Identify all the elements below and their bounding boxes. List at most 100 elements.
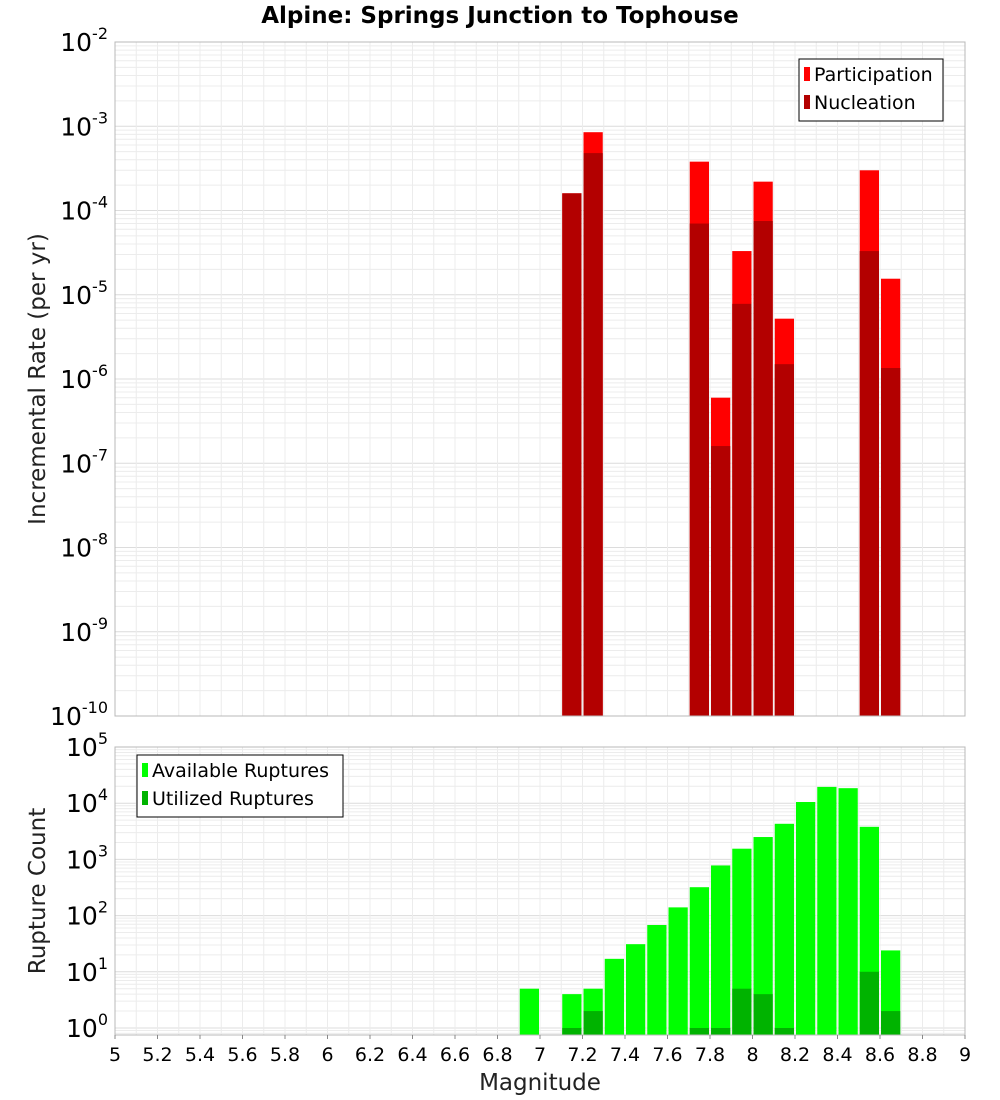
legend-label: Participation [814,64,933,86]
x-tick-label: 6.2 [355,1044,385,1066]
x-tick-label: 5.6 [227,1044,257,1066]
legend-label: Utilized Ruptures [152,788,314,810]
y-tick-exponent: -4 [92,193,108,212]
bar-available-ruptures [753,837,773,1035]
chart-title: Alpine: Springs Junction to Tophouse [261,3,739,29]
y-tick-exponent: -7 [92,445,108,464]
x-axis-title: Magnitude [479,1070,601,1096]
y-tick-base: 10 [66,1014,98,1043]
legend-swatch [142,791,148,805]
y-tick-exponent: 4 [98,785,108,804]
y-tick-label: 10-2 [60,24,108,57]
bar-available-ruptures [668,907,688,1035]
bar-available-ruptures [626,944,646,1035]
legend-swatch [804,67,810,81]
bar-available-ruptures [689,887,709,1035]
bar-nucleation [753,221,773,716]
legend-swatch [804,95,810,109]
x-tick-label: 5.2 [142,1044,172,1066]
y-tick-label: 100 [66,1010,108,1043]
y-tick-label: 103 [66,841,108,874]
y-tick-exponent: 5 [98,729,108,748]
y-tick-base: 10 [60,365,92,394]
y-axis-title: Rupture Count [25,808,51,974]
bar-available-ruptures [519,988,539,1035]
x-tick-label: 8.6 [865,1044,895,1066]
y-tick-base: 10 [60,112,92,141]
y-tick-label: 10-5 [60,277,108,310]
y-tick-base: 10 [60,618,92,647]
x-tick-label: 7.2 [567,1044,597,1066]
y-tick-exponent: -2 [92,24,108,43]
y-tick-label: 10-8 [60,530,108,563]
bar-nucleation [689,223,709,717]
y-tick-base: 10 [66,902,98,931]
y-tick-label: 104 [66,785,108,818]
bar-nucleation [859,251,879,717]
x-tick-label: 7.4 [610,1044,640,1066]
y-axis-title: Incremental Rate (per yr) [25,233,51,525]
bar-available-ruptures [774,823,794,1035]
bar-available-ruptures [711,865,731,1035]
bar-available-ruptures [817,786,837,1035]
panel-1: 10-1010-910-810-710-610-510-410-310-2Inc… [25,24,966,731]
bar-available-ruptures [562,994,582,1035]
x-tick-label: 6 [321,1044,333,1066]
x-tick-label: 8.8 [907,1044,937,1066]
y-tick-exponent: -6 [92,361,108,380]
bar-utilized-ruptures [859,971,879,1035]
bar-utilized-ruptures [732,988,752,1035]
y-tick-base: 10 [60,534,92,563]
legend-label: Nucleation [814,92,916,114]
y-tick-base: 10 [66,733,98,762]
x-tick-label: 9 [959,1044,971,1066]
bar-nucleation [881,368,901,716]
bar-utilized-ruptures [753,994,773,1035]
y-tick-exponent: 1 [98,954,108,973]
bar-utilized-ruptures [711,1027,731,1035]
bar-utilized-ruptures [881,1011,901,1035]
x-axis: 5 5.2 5.4 5.6 5.8 6 6.2 6.4 6.6 6.8 7 7.2 7.4 7.6 7.8 8… [109,1035,971,1066]
y-tick-base: 10 [66,845,98,874]
legend-box [798,58,944,122]
y-tick-base: 10 [60,197,92,226]
legend-box [136,754,344,818]
bar-utilized-ruptures [689,1027,709,1035]
y-tick-base: 10 [60,449,92,478]
y-tick-exponent: -3 [92,108,108,127]
bar-nucleation [774,364,794,716]
bar-nucleation [562,193,582,717]
bar-available-ruptures [647,924,667,1035]
legend: Participation Nucleation [798,58,944,122]
y-tick-label: 10-10 [50,698,108,731]
x-tick-label: 7.8 [695,1044,725,1066]
y-tick-exponent: 3 [98,841,108,860]
y-tick-exponent: -10 [82,698,108,717]
y-tick-label: 10-4 [60,193,108,226]
bar-utilized-ruptures [774,1027,794,1035]
y-tick-base: 10 [66,789,98,818]
x-tick-label: 7 [534,1044,546,1066]
y-tick-exponent: -9 [92,614,108,633]
bar-available-ruptures [732,848,752,1035]
y-tick-label: 105 [66,729,108,762]
x-tick-label: 8.4 [822,1044,852,1066]
y-tick-label: 102 [66,898,108,931]
bar-nucleation [583,153,603,717]
x-tick-label: 5.8 [270,1044,300,1066]
bar-available-ruptures [838,788,858,1035]
x-tick-label: 6.8 [482,1044,512,1066]
bar-utilized-ruptures [583,1011,603,1035]
legend: Available Ruptures Utilized Ruptures [136,754,344,818]
bar-nucleation [732,303,752,716]
bar-nucleation [711,446,731,716]
y-tick-exponent: 2 [98,898,108,917]
x-tick-label: 7.6 [652,1044,682,1066]
plot-frame [114,41,966,717]
x-tick-label: 5 [109,1044,121,1066]
y-tick-label: 10-6 [60,361,108,394]
x-tick-label: 8.2 [780,1044,810,1066]
y-tick-label: 10-7 [60,445,108,478]
legend-label: Available Ruptures [152,760,329,782]
